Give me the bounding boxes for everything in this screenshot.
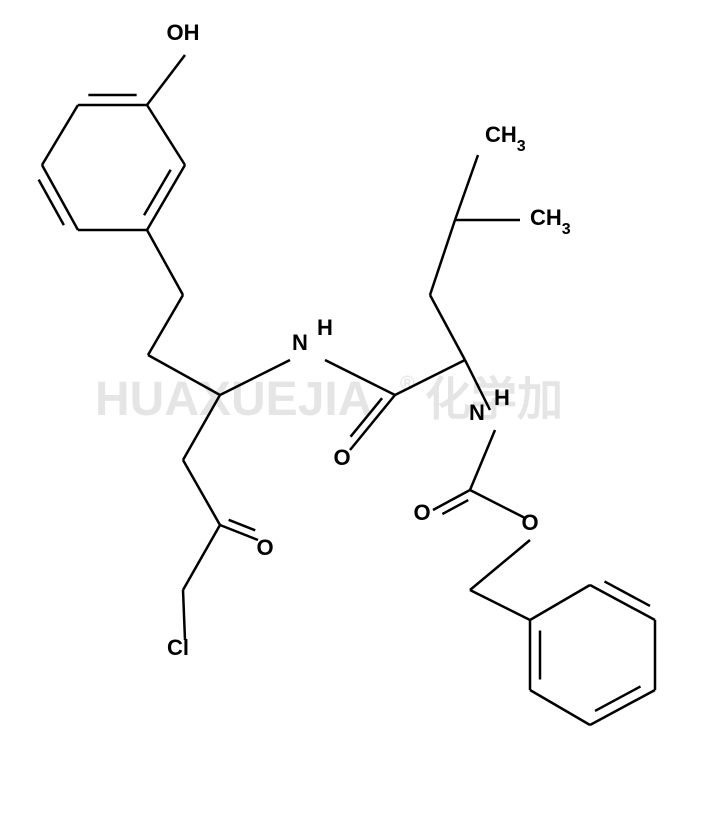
molecule-diagram: HUAXUEJIA ® 化学加 OH CH3 CH3 H N O H N O O… bbox=[0, 0, 723, 816]
label-O-mid: O bbox=[333, 445, 350, 470]
label-Cl: Cl bbox=[167, 635, 189, 660]
label-N-left: N bbox=[292, 330, 308, 355]
watermark-left: HUAXUEJIA bbox=[95, 373, 372, 426]
label-O-ketone: O bbox=[256, 535, 273, 560]
label-OH: OH bbox=[167, 20, 200, 45]
label-H-top: H bbox=[317, 315, 333, 340]
label-CH3-top: CH3 bbox=[485, 122, 526, 155]
label-N-right: N bbox=[469, 400, 485, 425]
label-O-carb-left: O bbox=[413, 500, 430, 525]
label-CH3-right: CH3 bbox=[530, 205, 571, 238]
label-O-carb-right: O bbox=[521, 510, 538, 535]
atom-labels: OH CH3 CH3 H N O H N O O O Cl bbox=[167, 20, 571, 660]
watermark: HUAXUEJIA ® 化学加 bbox=[95, 373, 563, 426]
label-H-right: H bbox=[494, 385, 510, 410]
